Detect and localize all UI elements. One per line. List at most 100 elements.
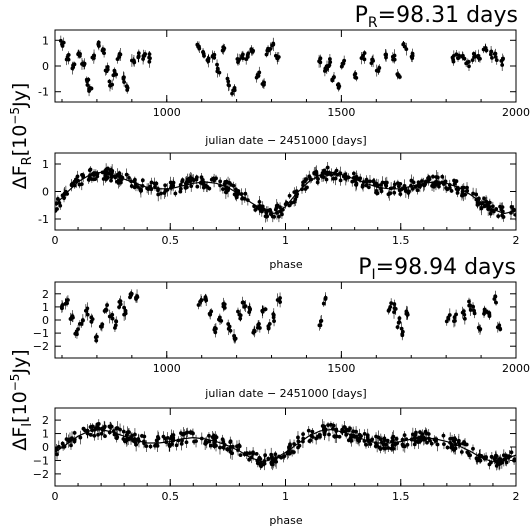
data-point	[188, 176, 193, 180]
xlabel-i-phase: phase	[269, 514, 302, 527]
data-point	[368, 179, 372, 184]
data-point	[384, 442, 389, 447]
data-point	[386, 446, 391, 450]
data-point	[359, 56, 364, 60]
x-tick-label: 1	[282, 490, 289, 503]
data-point	[64, 57, 69, 62]
data-point	[481, 47, 486, 52]
data-point	[178, 186, 183, 191]
data-point	[455, 190, 460, 195]
data-point	[132, 185, 137, 190]
data-point	[500, 213, 504, 218]
data-point	[78, 435, 83, 440]
data-point	[456, 440, 461, 445]
data-point	[423, 429, 428, 434]
data-point	[296, 445, 300, 450]
data-point	[215, 62, 219, 67]
data-point	[141, 54, 146, 58]
data-point	[245, 53, 250, 58]
data-point	[471, 51, 476, 56]
xlabel-r-phase: phase	[269, 258, 302, 271]
data-point	[425, 440, 429, 445]
data-point	[253, 208, 258, 212]
data-point	[254, 451, 259, 456]
data-point	[317, 323, 322, 328]
data-point	[428, 438, 432, 443]
data-point	[105, 64, 110, 69]
y-tick-label: 2	[42, 288, 49, 301]
data-point	[261, 81, 265, 86]
data-point	[454, 312, 459, 317]
data-point	[420, 179, 424, 183]
data-point	[392, 302, 397, 306]
data-point	[133, 440, 138, 445]
data-point	[384, 53, 388, 58]
data-point	[389, 446, 394, 451]
data-point	[148, 444, 153, 449]
data-point	[392, 190, 397, 195]
data-point	[92, 53, 96, 58]
data-point	[353, 75, 357, 80]
x-tick-label: 2000	[502, 106, 530, 119]
data-point	[271, 41, 276, 46]
data-point	[306, 428, 311, 433]
data-point	[490, 55, 494, 60]
data-point	[92, 433, 97, 438]
data-point	[271, 313, 276, 317]
x-tick-label: 0.5	[162, 234, 180, 247]
data-point	[230, 91, 234, 96]
data-point	[117, 51, 122, 56]
y-tick-label: 0	[42, 60, 49, 73]
data-point	[287, 203, 292, 208]
ylabel-r-exp: −5	[8, 107, 22, 125]
data-point	[316, 177, 320, 181]
data-point	[490, 204, 495, 209]
data-point	[85, 83, 90, 87]
data-point	[476, 55, 481, 60]
data-point	[94, 334, 99, 339]
data-point	[110, 312, 115, 317]
data-point	[90, 424, 95, 429]
data-point	[192, 178, 196, 183]
data-point	[397, 320, 402, 324]
data-point	[199, 298, 204, 303]
data-point	[102, 309, 107, 313]
data-point	[71, 63, 75, 68]
data-point	[385, 438, 390, 443]
ylabel-r-main: ΔF	[9, 165, 31, 189]
data-point	[173, 191, 178, 196]
data-point	[153, 184, 157, 189]
data-point	[101, 177, 106, 181]
data-point	[337, 434, 342, 439]
data-point	[441, 433, 446, 438]
data-point	[310, 429, 315, 434]
data-point	[374, 189, 379, 193]
data-point	[445, 187, 450, 192]
period-i-title: PI=98.94 days	[358, 255, 516, 283]
panel-i-time: 1000 1500 2000 210−1−2	[33, 281, 530, 375]
data-point	[302, 179, 307, 184]
y-tick-label: 1	[42, 158, 49, 171]
data-point	[504, 460, 509, 465]
period-r-p: P	[355, 3, 368, 28]
data-point	[226, 322, 231, 326]
data-point	[156, 188, 160, 193]
data-point	[412, 442, 417, 447]
data-point	[124, 172, 129, 177]
data-point	[452, 319, 456, 324]
data-point	[103, 174, 108, 179]
data-point	[225, 447, 230, 452]
ylabel-i: ΔFI[10−5Jy]	[8, 349, 35, 450]
data-point	[202, 184, 207, 189]
data-point	[122, 305, 126, 310]
data-point	[203, 295, 208, 300]
data-point	[125, 84, 129, 89]
data-point	[55, 197, 60, 201]
data-point	[174, 443, 179, 448]
data-point	[141, 57, 145, 61]
period-i-p: P	[358, 255, 371, 280]
data-point	[471, 304, 475, 309]
data-point	[88, 432, 93, 437]
data-point	[196, 303, 201, 307]
data-point	[384, 183, 389, 188]
